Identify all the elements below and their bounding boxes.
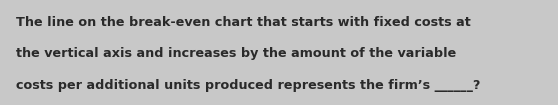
- Text: the vertical axis and increases by the amount of the variable: the vertical axis and increases by the a…: [16, 47, 456, 60]
- Text: costs per additional units produced represents the firm’s ______?: costs per additional units produced repr…: [16, 79, 480, 92]
- Text: The line on the break-even chart that starts with fixed costs at: The line on the break-even chart that st…: [16, 16, 470, 29]
